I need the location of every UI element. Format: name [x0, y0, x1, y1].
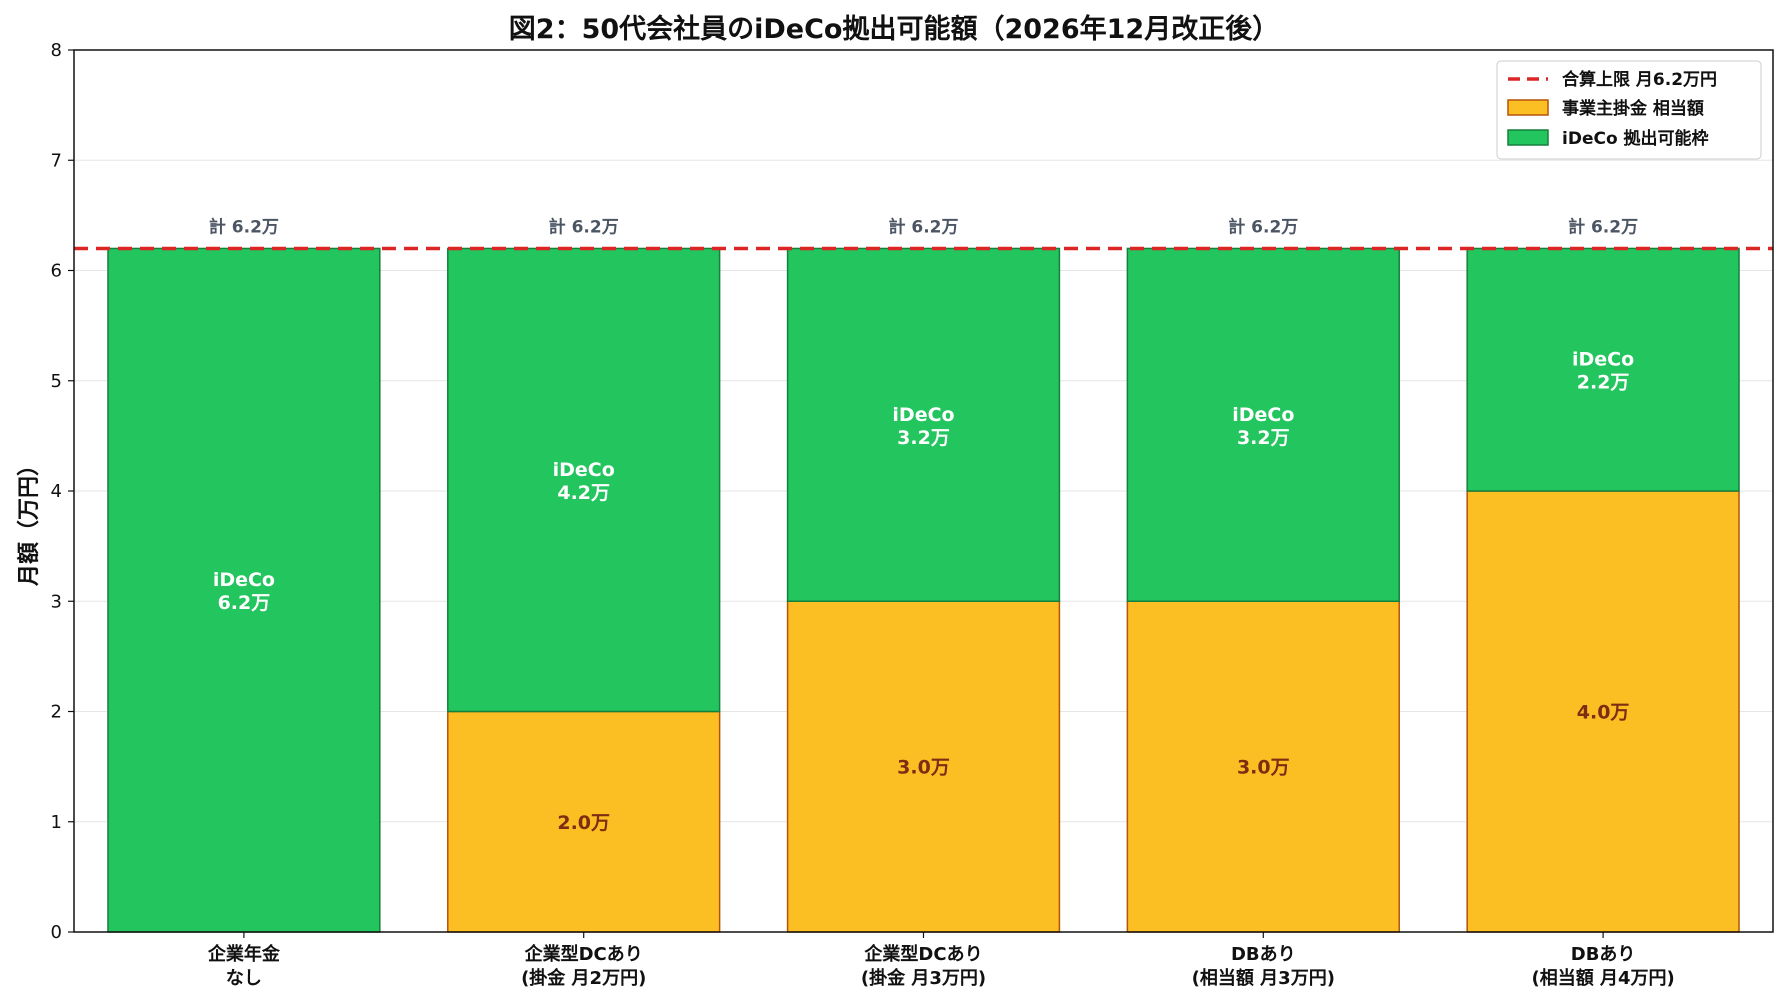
x-tick-label-line2: (掛金 月2万円) — [521, 967, 646, 989]
ideco-value-label-line2: 3.2万 — [1237, 427, 1290, 449]
ideco-value-label-line1: iDeCo — [892, 404, 954, 426]
y-tick-label: 1 — [51, 812, 62, 833]
total-label: 計 6.2万 — [888, 216, 958, 237]
bars — [74, 246, 1773, 933]
total-label: 計 6.2万 — [1228, 216, 1298, 237]
ideco-value-label-line2: 2.2万 — [1577, 372, 1630, 394]
x-tick-label-line1: 企業型DCあり — [524, 943, 643, 965]
x-tick-label-line2: (掛金 月3万円) — [861, 967, 986, 989]
ideco-value-label-line2: 6.2万 — [218, 592, 271, 614]
y-axis-label: 月額（万円） — [16, 454, 42, 587]
total-label: 計 6.2万 — [209, 216, 279, 237]
employer-bar-segment — [1466, 490, 1740, 933]
legend-reference-label: 合算上限 月6.2万円 — [1562, 69, 1717, 90]
legend-box — [1496, 60, 1762, 160]
ideco-value-label-line2: 3.2万 — [897, 427, 950, 449]
employer-bar-segment — [447, 710, 721, 933]
bar-labels: 2.0万3.0万 3.0万4.0万iDeCo6.2万iDeCo4.2万iDeCo3… — [209, 216, 1638, 833]
legend-ideco-swatch — [1507, 129, 1549, 146]
total-label: 計 6.2万 — [1568, 216, 1638, 237]
total-label: 計 6.2万 — [549, 216, 619, 237]
ideco-value-label-line1: iDeCo — [1232, 404, 1294, 426]
x-tick-label-line1: 企業年金 — [207, 943, 281, 965]
y-tick-label: 4 — [51, 481, 62, 502]
y-tick-label: 3 — [51, 591, 62, 612]
ideco-bar-segment — [1466, 247, 1740, 492]
y-tick-label: 0 — [51, 922, 62, 943]
employer-bar-segment — [786, 600, 1061, 933]
y-tick-label: 6 — [51, 261, 62, 282]
legend-employer-swatch — [1507, 99, 1549, 116]
employer-value-label: 3.0万 — [897, 757, 950, 779]
ideco-value-label-line1: iDeCo — [213, 569, 275, 591]
ideco-value-label-line1: iDeCo — [1572, 349, 1634, 371]
legend-employer-label: 事業主掛金 相当額 — [1562, 98, 1704, 119]
y-tick-label: 5 — [51, 371, 62, 392]
x-tick-label-line1: DBあり — [1231, 944, 1296, 965]
ideco-value-label-line2: 4.2万 — [557, 482, 610, 504]
ideco-value-label-line1: iDeCo — [553, 459, 615, 481]
employer-value-label: 2.0万 — [557, 812, 610, 834]
ideco-bar-segment — [1126, 247, 1400, 602]
y-tick-label: 2 — [51, 702, 62, 723]
y-tick-label: 7 — [51, 150, 62, 171]
x-tick-label-line2: なし — [226, 968, 262, 989]
x-tick-label-line1: DBあり — [1571, 944, 1636, 965]
legend-ideco-label: iDeCo 拠出可能枠 — [1562, 128, 1709, 149]
x-tick-label-line2: (相当額 月4万円) — [1531, 967, 1674, 989]
employer-value-label: 4.0万 — [1577, 702, 1630, 724]
ideco-bar-segment — [447, 247, 721, 713]
y-tick-label: 8 — [51, 40, 62, 61]
chart-title: 図2：50代会社員のiDeCo拠出可能額（2026年12月改正後） — [509, 13, 1279, 45]
employer-value-label: 3.0万 — [1237, 757, 1290, 779]
x-tick-label-line1: 企業型DCあり — [863, 943, 982, 965]
ideco-bar-segment — [107, 247, 381, 933]
x-tick-label-line2: (相当額 月3万円) — [1192, 967, 1335, 989]
